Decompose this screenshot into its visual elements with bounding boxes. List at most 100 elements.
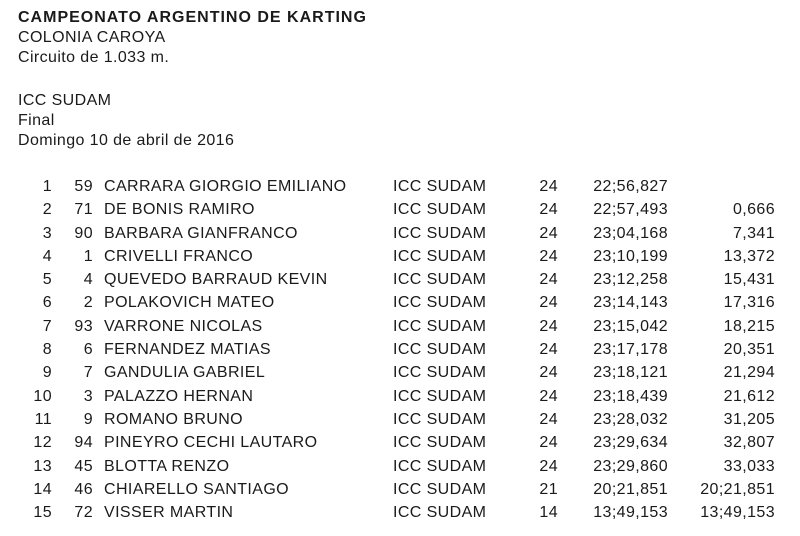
driver-name-cell: VISSER MARTIN <box>104 504 234 522</box>
result-row: 9 7 GANDULIA GABRIEL ICC SUDAM 24 23;18,… <box>0 361 800 384</box>
class-cell: ICC SUDAM <box>393 410 487 428</box>
laps-cell: 24 <box>539 457 558 475</box>
total-time-cell: 23;17,178 <box>593 341 668 359</box>
driver-name-cell: VARRONE NICOLAS <box>104 317 263 335</box>
driver-name-cell: BLOTTA RENZO <box>104 457 230 475</box>
result-row: 13 45 BLOTTA RENZO ICC SUDAM 24 23;29,86… <box>0 455 800 478</box>
total-time-cell: 23;12,258 <box>593 271 668 289</box>
result-row: 1 59 CARRARA GIORGIO EMILIANO ICC SUDAM … <box>0 175 800 198</box>
session-name: Final <box>18 112 55 129</box>
laps-cell: 24 <box>539 341 558 359</box>
class-cell: ICC SUDAM <box>393 317 487 335</box>
class-cell: ICC SUDAM <box>393 341 487 359</box>
laps-cell: 24 <box>539 271 558 289</box>
total-time-cell: 23;28,032 <box>593 410 668 428</box>
gap-cell: 18,215 <box>723 317 775 335</box>
position-cell: 3 <box>42 224 52 242</box>
kart-number-cell: 90 <box>74 224 93 242</box>
position-cell: 6 <box>42 294 52 312</box>
class-cell: ICC SUDAM <box>393 271 487 289</box>
session-date: Domingo 10 de abril de 2016 <box>18 132 235 149</box>
gap-cell: 21,612 <box>723 387 775 405</box>
kart-number-cell: 3 <box>83 387 93 405</box>
driver-name-cell: ROMANO BRUNO <box>104 410 244 428</box>
position-cell: 1 <box>42 178 52 195</box>
driver-name-cell: PINEYRO CECHI LAUTARO <box>104 434 318 452</box>
result-row: 5 4 QUEVEDO BARRAUD KEVIN ICC SUDAM 24 2… <box>0 268 800 291</box>
total-time-cell: 23;29,860 <box>593 457 668 475</box>
position-cell: 11 <box>34 410 52 428</box>
laps-cell: 24 <box>539 201 558 219</box>
position-cell: 5 <box>42 271 52 289</box>
class-cell: ICC SUDAM <box>393 364 487 382</box>
gap-cell: 17,316 <box>723 294 775 312</box>
gap-cell: 7,341 <box>732 224 775 242</box>
total-time-cell: 23;29,634 <box>593 434 668 452</box>
kart-number-cell: 6 <box>83 341 93 359</box>
position-cell: 7 <box>42 317 52 335</box>
category-label: ICC SUDAM <box>18 92 112 109</box>
driver-name-cell: CHIARELLO SANTIAGO <box>104 480 290 498</box>
result-row: 10 3 PALAZZO HERNAN ICC SUDAM 24 23;18,4… <box>0 385 800 408</box>
class-cell: ICC SUDAM <box>393 504 487 522</box>
event-location: COLONIA CAROYA <box>18 29 166 46</box>
kart-number-cell: 2 <box>83 294 93 312</box>
position-cell: 4 <box>42 247 52 265</box>
position-cell: 13 <box>33 457 52 475</box>
kart-number-cell: 45 <box>74 457 93 475</box>
kart-number-cell: 7 <box>83 364 93 382</box>
laps-cell: 24 <box>539 224 558 242</box>
class-cell: ICC SUDAM <box>393 201 487 219</box>
result-row: 8 6 FERNANDEZ MATIAS ICC SUDAM 24 23;17,… <box>0 338 800 361</box>
result-row: 14 46 CHIARELLO SANTIAGO ICC SUDAM 21 20… <box>0 478 800 501</box>
class-cell: ICC SUDAM <box>393 480 487 498</box>
laps-cell: 24 <box>539 247 558 265</box>
total-time-cell: 23;10,199 <box>593 247 668 265</box>
class-cell: ICC SUDAM <box>393 178 487 195</box>
result-row: 6 2 POLAKOVICH MATEO ICC SUDAM 24 23;14,… <box>0 291 800 314</box>
driver-name-cell: GANDULIA GABRIEL <box>104 364 266 382</box>
driver-name-cell: QUEVEDO BARRAUD KEVIN <box>104 271 328 289</box>
kart-number-cell: 9 <box>83 410 93 428</box>
result-row: 4 1 CRIVELLI FRANCO ICC SUDAM 24 23;10,1… <box>0 245 800 268</box>
class-cell: ICC SUDAM <box>393 294 487 312</box>
total-time-cell: 22;56,827 <box>593 178 668 195</box>
position-cell: 12 <box>33 434 52 452</box>
total-time-cell: 23;18,121 <box>593 364 668 382</box>
class-cell: ICC SUDAM <box>393 434 487 452</box>
driver-name-cell: DE BONIS RAMIRO <box>104 201 255 219</box>
kart-number-cell: 59 <box>74 178 93 195</box>
total-time-cell: 23;15,042 <box>593 317 668 335</box>
session-header: ICC SUDAM Final Domingo 10 de abril de 2… <box>18 91 800 151</box>
kart-number-cell: 93 <box>74 317 93 335</box>
result-row: 3 90 BARBARA GIANFRANCO ICC SUDAM 24 23;… <box>0 222 800 245</box>
result-row: 11 9 ROMANO BRUNO ICC SUDAM 24 23;28,032… <box>0 408 800 431</box>
kart-number-cell: 1 <box>83 247 93 265</box>
position-cell: 8 <box>42 341 52 359</box>
gap-cell: 0,666 <box>732 201 775 219</box>
position-cell: 2 <box>42 201 52 219</box>
driver-name-cell: PALAZZO HERNAN <box>104 387 254 405</box>
gap-cell: 15,431 <box>723 271 775 289</box>
result-row: 2 71 DE BONIS RAMIRO ICC SUDAM 24 22;57,… <box>0 198 800 221</box>
gap-cell: 13;49,153 <box>700 504 775 522</box>
kart-number-cell: 71 <box>74 201 93 219</box>
result-row: 7 93 VARRONE NICOLAS ICC SUDAM 24 23;15,… <box>0 315 800 338</box>
laps-cell: 24 <box>539 387 558 405</box>
laps-cell: 14 <box>539 504 558 522</box>
position-cell: 10 <box>33 387 52 405</box>
gap-cell: 33,033 <box>723 457 775 475</box>
gap-cell: 20,351 <box>723 341 775 359</box>
position-cell: 14 <box>33 480 52 498</box>
circuit-length: Circuito de 1.033 m. <box>18 49 170 66</box>
total-time-cell: 23;18,439 <box>593 387 668 405</box>
laps-cell: 24 <box>539 178 558 195</box>
championship-title: CAMPEONATO ARGENTINO DE KARTING <box>18 9 367 26</box>
position-cell: 9 <box>42 364 52 382</box>
gap-cell: 32,807 <box>723 434 775 452</box>
gap-cell: 20;21,851 <box>700 480 775 498</box>
total-time-cell: 23;14,143 <box>593 294 668 312</box>
gap-cell: 31,205 <box>723 410 775 428</box>
class-cell: ICC SUDAM <box>393 247 487 265</box>
